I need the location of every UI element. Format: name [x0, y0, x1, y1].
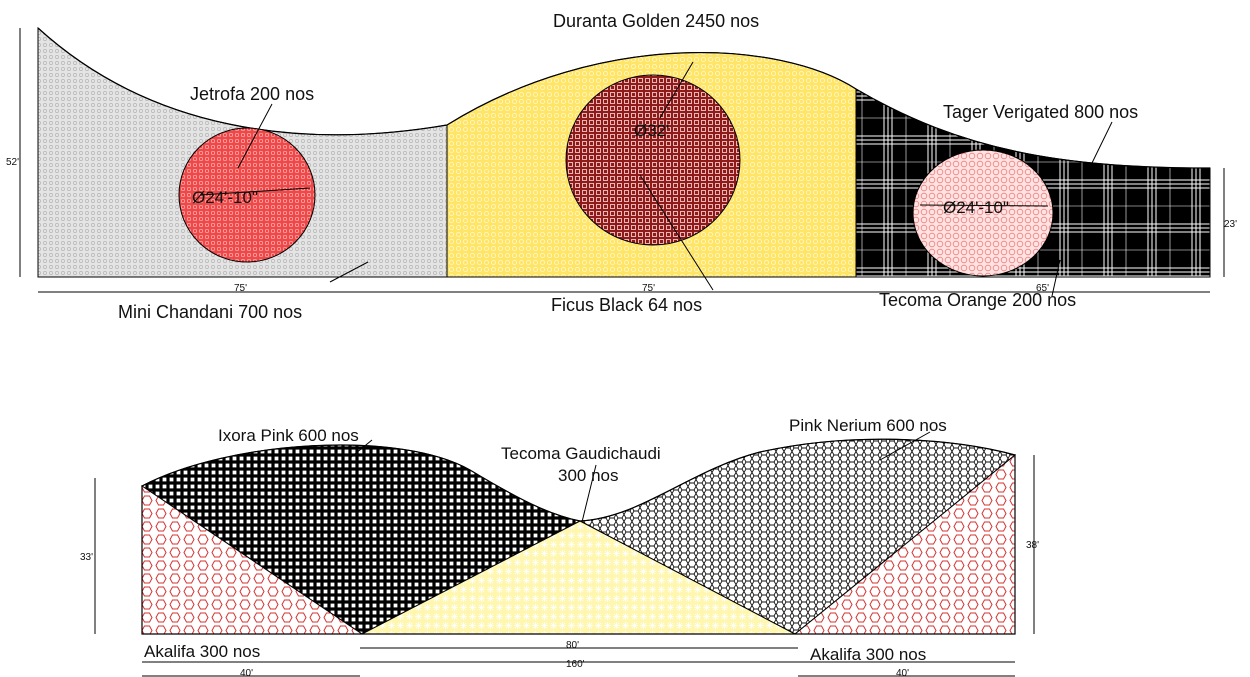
- left-height-dimension: 33': [80, 552, 93, 563]
- leader-line: [639, 174, 714, 291]
- mini-chandani-label: Mini Chandani 700 nos: [118, 302, 302, 322]
- leader-line: [349, 439, 373, 459]
- center-width-dimension: 80': [566, 640, 579, 651]
- tecoma-gaudichaudi-label-line1: Tecoma Gaudichaudi: [501, 444, 661, 463]
- ficus-black-label: Ficus Black 64 nos: [551, 295, 702, 315]
- circle2-diameter: Ø32': [634, 121, 669, 140]
- bottom-plan: Ixora Pink 600 nos Tecoma Gaudichaudi 30…: [80, 416, 1039, 677]
- seg1-width-dimension: 75': [234, 283, 247, 294]
- right-height-dimension: 38': [1026, 540, 1039, 551]
- circle3-diameter: Ø24'-10": [943, 198, 1009, 217]
- jetrofa-circle: [178, 127, 316, 263]
- ficus-black-circle: [565, 74, 741, 246]
- leader-line: [1091, 121, 1113, 164]
- leader-line: [1051, 259, 1061, 297]
- leader-line: [581, 464, 597, 523]
- tager-verigated-label: Tager Verigated 800 nos: [943, 102, 1138, 122]
- tager-verigated-circle: [912, 149, 1054, 277]
- pink-nerium-label: Pink Nerium 600 nos: [789, 416, 947, 435]
- top-plan: Jetrofa 200 nos Duranta Golden 2450 nos …: [6, 11, 1237, 322]
- total-width-dimension: 160': [566, 659, 585, 670]
- seg3-width-dimension: 65': [1036, 283, 1049, 294]
- ixora-pink-label: Ixora Pink 600 nos: [218, 426, 359, 445]
- leader-line: [329, 261, 369, 283]
- akalifa-left-label: Akalifa 300 nos: [144, 642, 260, 661]
- leader-line: [237, 103, 273, 169]
- leader-line: [659, 61, 694, 119]
- left-height-dimension: 52': [6, 157, 19, 168]
- circle1-diameter: Ø24'-10": [192, 188, 258, 207]
- jetrofa-label: Jetrofa 200 nos: [190, 84, 314, 104]
- leader-line: [919, 204, 1049, 207]
- tecoma-orange-label: Tecoma Orange 200 nos: [879, 290, 1076, 310]
- duranta-golden-label: Duranta Golden 2450 nos: [553, 11, 759, 31]
- right-height-dimension: 23': [1224, 219, 1237, 230]
- leader-line: [879, 431, 931, 461]
- seg2-width-dimension: 75': [642, 283, 655, 294]
- left-width-dimension: 40': [240, 668, 253, 677]
- right-width-dimension: 40': [896, 668, 909, 677]
- akalifa-right-label: Akalifa 300 nos: [810, 645, 926, 664]
- leader-line: [199, 187, 311, 196]
- tecoma-gaudichaudi-label-line2: 300 nos: [558, 466, 619, 485]
